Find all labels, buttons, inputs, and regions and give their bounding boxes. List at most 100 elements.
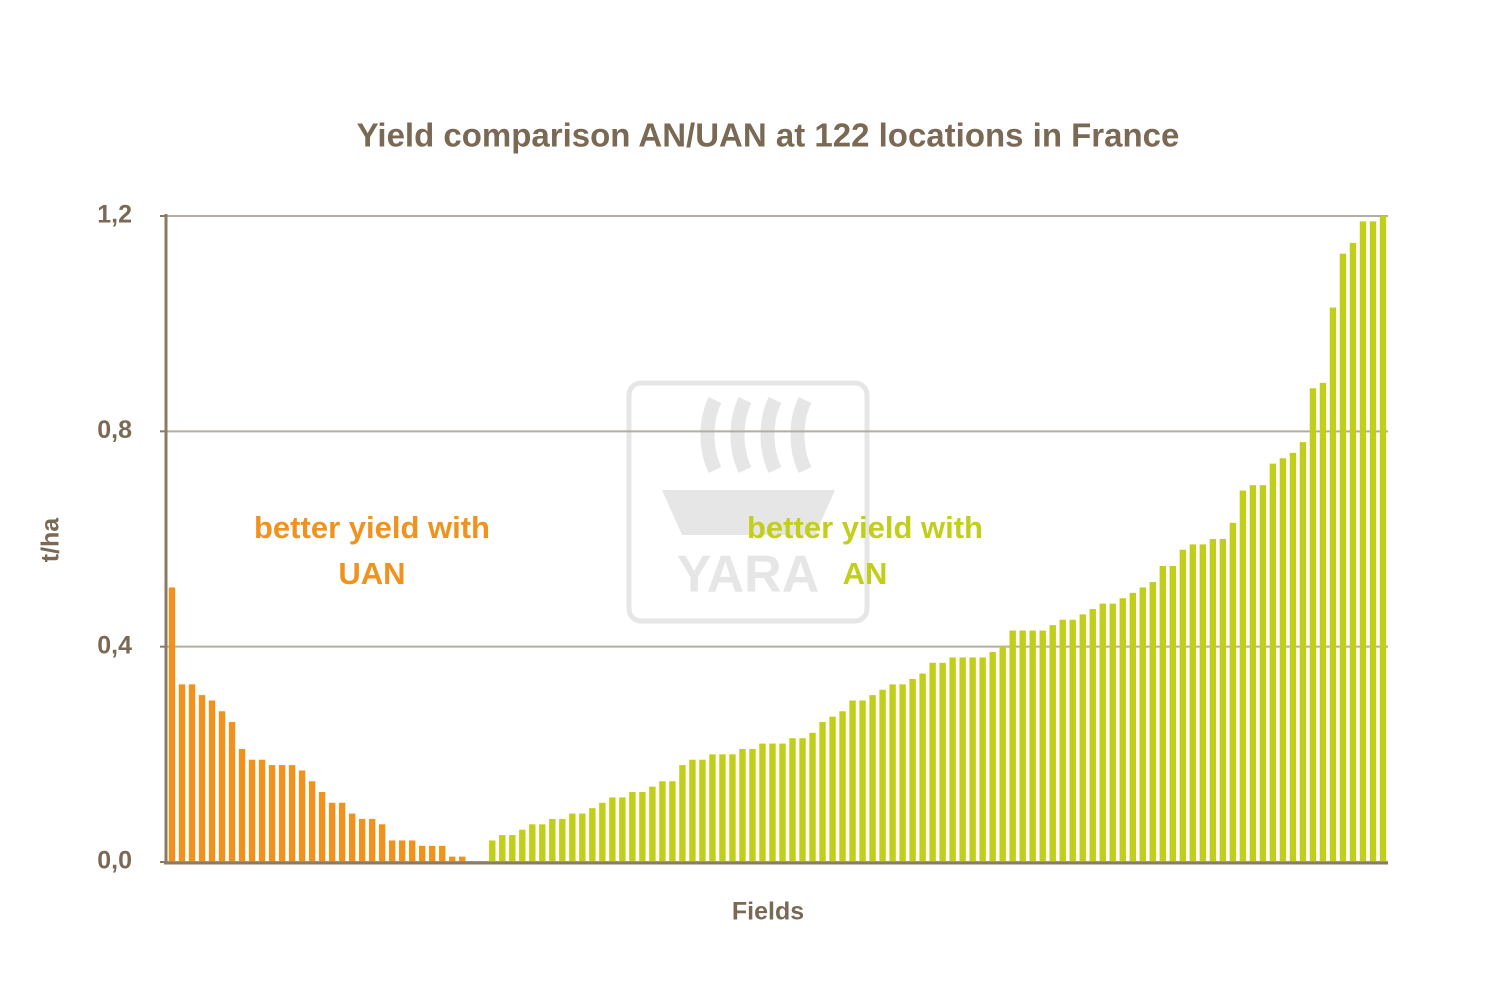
bar	[1129, 592, 1136, 862]
bar	[258, 759, 266, 862]
bar	[619, 797, 626, 862]
bar	[298, 770, 306, 862]
watermark-ship	[662, 490, 835, 535]
bar	[819, 722, 826, 862]
bar	[779, 743, 786, 862]
series-annotation: better yield with UAN	[254, 510, 490, 591]
bar	[429, 845, 436, 862]
bar	[809, 732, 816, 862]
bar	[288, 765, 296, 862]
bar	[549, 818, 556, 862]
bar	[208, 700, 216, 862]
bar	[589, 808, 596, 862]
bar	[1279, 458, 1287, 862]
bar	[489, 840, 496, 862]
y-tick-label: 0,8	[97, 416, 132, 444]
bar	[388, 840, 396, 862]
bar	[1189, 544, 1197, 862]
bar	[1289, 452, 1297, 862]
bar	[829, 716, 836, 862]
bar	[729, 754, 736, 862]
bar	[218, 711, 226, 862]
bar	[719, 754, 726, 862]
bar	[669, 781, 676, 862]
bar	[1019, 630, 1026, 862]
bar	[1149, 582, 1157, 862]
bar	[1059, 619, 1066, 862]
bar	[1219, 539, 1227, 862]
bar	[368, 818, 376, 862]
bar	[1099, 603, 1106, 862]
bar	[198, 695, 206, 862]
bar	[1109, 603, 1116, 862]
bar	[969, 657, 976, 862]
bar	[509, 835, 516, 862]
bar	[178, 684, 186, 862]
bar	[909, 678, 916, 862]
bar	[959, 657, 966, 862]
bar	[378, 824, 386, 862]
bar	[709, 754, 716, 862]
bar	[649, 786, 656, 862]
bar	[1259, 485, 1267, 862]
bar	[338, 802, 346, 862]
bar	[1159, 565, 1167, 862]
bar	[939, 662, 946, 862]
bar	[228, 722, 236, 862]
bar	[1139, 587, 1147, 862]
bar	[599, 802, 606, 862]
bar	[769, 743, 776, 862]
bar	[899, 684, 906, 862]
bar	[268, 765, 276, 862]
bar	[1049, 625, 1056, 862]
watermark-frame	[626, 380, 870, 624]
bar	[1069, 619, 1076, 862]
bar	[1329, 307, 1337, 862]
watermark-text: YARA	[677, 546, 820, 604]
bar	[839, 711, 846, 862]
bar	[1199, 544, 1207, 862]
bar	[859, 700, 866, 862]
bar	[1029, 630, 1036, 862]
bar	[318, 792, 326, 862]
bar	[789, 738, 796, 862]
series-annotation: better yield with AN	[747, 510, 983, 591]
bar	[408, 840, 416, 862]
bar	[849, 700, 856, 862]
chart-title: Yield comparison AN/UAN at 122 locations…	[357, 117, 1180, 154]
bar	[799, 738, 806, 862]
bar	[579, 813, 586, 862]
bar	[1079, 614, 1086, 862]
bar	[439, 845, 446, 862]
bar	[539, 824, 546, 862]
bar	[999, 646, 1006, 862]
bar	[398, 840, 406, 862]
bar	[358, 818, 366, 862]
bar	[879, 689, 886, 862]
bar	[1179, 549, 1187, 862]
bar	[1239, 490, 1247, 862]
y-tick-label: 0,0	[97, 847, 132, 875]
bar	[989, 652, 996, 862]
bar	[689, 759, 696, 862]
bar	[459, 856, 466, 862]
bar	[419, 845, 426, 862]
bar	[759, 743, 766, 862]
y-axis-title: t/ha	[37, 517, 65, 563]
y-tick-label: 1,2	[97, 201, 132, 229]
bar	[1349, 242, 1357, 862]
bar	[699, 759, 706, 862]
bar	[1209, 539, 1217, 862]
bar	[929, 662, 936, 862]
bar	[639, 792, 646, 862]
bar	[1229, 522, 1237, 862]
bar	[449, 856, 456, 862]
watermark-waves	[700, 396, 812, 474]
bar	[248, 759, 256, 862]
bar	[1249, 485, 1257, 862]
bar	[949, 657, 956, 862]
x-axis-title: Fields	[732, 898, 804, 926]
bar	[919, 673, 926, 862]
y-tick-label: 0,4	[97, 631, 132, 659]
